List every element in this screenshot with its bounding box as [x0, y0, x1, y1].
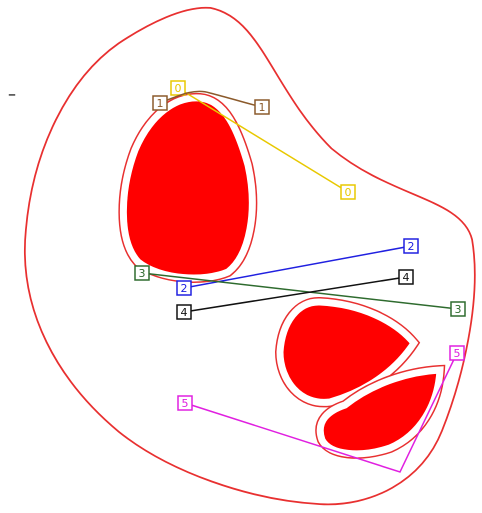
- label: 0: [345, 186, 352, 199]
- label: 5: [182, 397, 189, 410]
- label: 5: [454, 347, 461, 360]
- label: 4: [181, 306, 188, 319]
- label: 3: [455, 303, 462, 316]
- label: 2: [408, 240, 415, 253]
- label: 2: [181, 282, 188, 295]
- label: 3: [139, 267, 146, 280]
- diagram: – 001122334455: [0, 0, 482, 513]
- label: 1: [157, 97, 164, 110]
- marker: –: [8, 85, 16, 104]
- label: 4: [403, 271, 410, 284]
- label: 0: [175, 82, 182, 95]
- label: 1: [259, 101, 266, 114]
